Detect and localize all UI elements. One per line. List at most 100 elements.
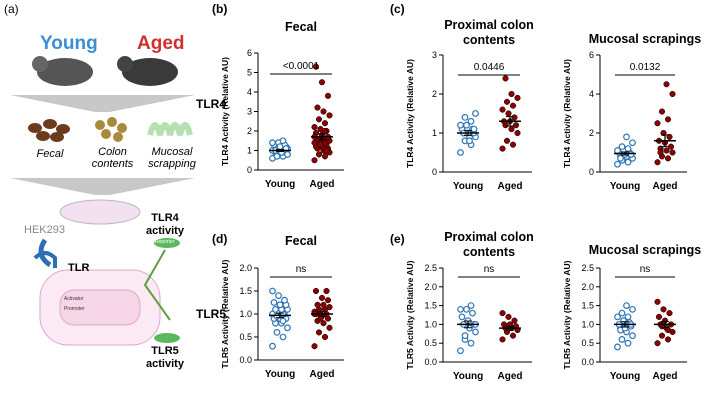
data-point (320, 301, 327, 308)
data-point (666, 310, 673, 317)
sample-label: Colon contents (91, 146, 134, 170)
y-tick-label: 0.0 (581, 357, 594, 367)
data-point (664, 155, 672, 162)
data-point (472, 328, 479, 336)
mucosa (147, 122, 193, 136)
data-point (509, 141, 517, 148)
data-point (320, 108, 327, 115)
x-tick-label: Young (265, 179, 295, 190)
reporter-marker (154, 238, 180, 248)
receptor (33, 251, 57, 268)
data-point (326, 304, 333, 311)
data-point (657, 149, 664, 156)
y-axis-label: TLR5 Activity (Relative AU) (562, 260, 572, 369)
data-point (499, 145, 506, 152)
data-point (315, 329, 323, 336)
significance-label: ns (640, 264, 651, 275)
data-point (512, 122, 520, 129)
data-point (614, 313, 621, 321)
schematic (10, 56, 195, 346)
data-point (658, 332, 666, 339)
data-point (514, 129, 521, 137)
data-point (499, 336, 506, 343)
panel-label: (b) (212, 2, 228, 16)
data-point (617, 154, 624, 162)
data-point (623, 302, 630, 310)
data-point (618, 336, 626, 343)
data-point (326, 324, 333, 331)
data-point (470, 125, 478, 133)
data-point (279, 333, 287, 341)
promoter-label: Promoter (64, 306, 85, 312)
mouse-aged (122, 58, 178, 86)
data-point (508, 90, 515, 98)
data-point (511, 114, 518, 121)
cell-line-label: HEK293 (24, 224, 65, 236)
chart-title: Mucosal scrapings (588, 32, 702, 46)
data-point (667, 143, 675, 150)
row-label: TLR4 (196, 97, 226, 111)
data-point (279, 137, 287, 145)
data-point (321, 153, 329, 160)
reporter-marker (154, 333, 180, 343)
data-point (503, 137, 511, 144)
data-point (505, 110, 512, 117)
x-tick-label: Aged (653, 181, 678, 192)
data-point (323, 147, 330, 154)
data-point (466, 137, 473, 145)
data-point (664, 326, 672, 334)
y-axis-label: TLR5 Activity (Relative AU) (220, 259, 230, 368)
readout-label: TLR5 activity (146, 345, 184, 370)
data-point (276, 301, 284, 309)
panel-label: (a) (4, 2, 19, 16)
data-point (669, 149, 676, 156)
data-point (618, 309, 626, 317)
y-tick-label: 1.0 (424, 319, 437, 329)
data-point (461, 332, 469, 340)
data-point (272, 306, 279, 313)
chart-title: Proximal colon contents (444, 18, 534, 47)
y-tick-label: 2.5 (424, 263, 437, 273)
data-point (654, 340, 661, 347)
data-point (321, 333, 329, 341)
y-tick-label: 0 (247, 165, 252, 175)
group-label: Aged (137, 33, 185, 54)
y-tick-label: 3 (432, 50, 437, 60)
chart-title: Proximal colon contents (444, 230, 534, 259)
y-tick-label: 3 (247, 107, 252, 117)
data-point (469, 309, 476, 317)
data-point (624, 145, 632, 153)
data-point (629, 305, 636, 313)
data-point (275, 292, 282, 300)
y-tick-label: 0.0 (239, 355, 252, 365)
funnel (10, 95, 195, 112)
data-point (318, 294, 326, 301)
data-point (323, 287, 330, 295)
significance-label: 0.0132 (630, 62, 661, 73)
data-point (629, 139, 636, 147)
y-tick-label: 2.0 (581, 282, 594, 292)
data-point (472, 110, 479, 117)
data-point (269, 287, 276, 295)
data-point (500, 321, 508, 328)
significance-label: <0.0001 (283, 61, 320, 72)
group-label: Young (40, 33, 98, 54)
data-point (321, 120, 329, 127)
data-point (273, 312, 281, 320)
data-point (654, 159, 661, 166)
data-point (320, 320, 327, 327)
data-point (270, 299, 278, 306)
data-point (503, 98, 511, 105)
y-tick-label: 2.5 (581, 263, 594, 273)
data-point (324, 92, 332, 99)
mouse-head (32, 56, 48, 72)
fecal-pellets (28, 119, 70, 142)
data-point (664, 336, 672, 343)
mouse-head (117, 56, 133, 72)
x-tick-label: Aged (310, 369, 335, 380)
data-point (623, 133, 630, 141)
data-point (315, 151, 323, 158)
y-tick-label: 1 (247, 146, 252, 156)
receptor-label: TLR (68, 262, 90, 274)
